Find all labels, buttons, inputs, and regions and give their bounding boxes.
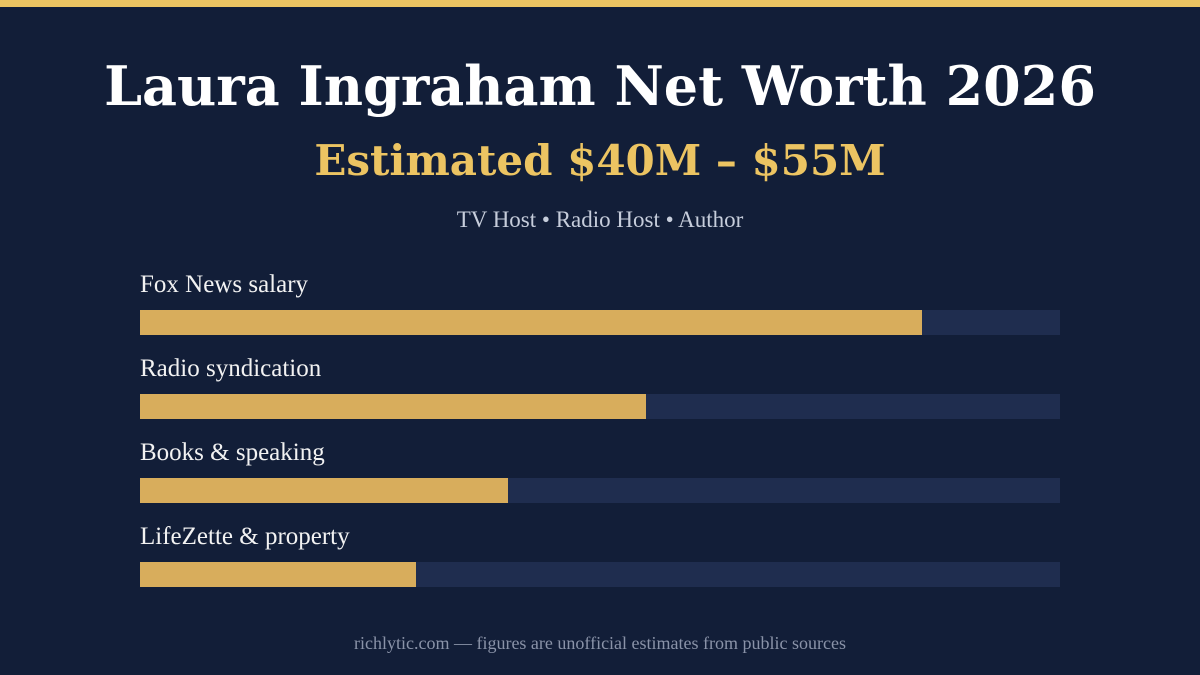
bar-fill (140, 394, 646, 419)
source-footnote: richlytic.com — figures are unofficial e… (353, 633, 846, 653)
bar-label: Radio syndication (140, 355, 322, 382)
bar-fill (140, 478, 508, 503)
bar-row: LifeZette & property (140, 520, 1060, 604)
bar-track (140, 478, 1060, 503)
net-worth-estimate: Estimated $40M – $55M (314, 136, 886, 185)
top-accent-stripe (0, 0, 1200, 7)
bar-track (140, 310, 1060, 335)
bar-label: LifeZette & property (140, 523, 350, 550)
bar-label: Fox News salary (140, 271, 309, 298)
income-breakdown-chart: Fox News salary Radio syndication Books & … (140, 268, 1060, 604)
bar-track (140, 394, 1060, 419)
bar-track (140, 562, 1060, 587)
bar-fill (140, 310, 922, 335)
bar-fill (140, 562, 416, 587)
bar-row: Radio syndication (140, 352, 1060, 436)
bar-label: Books & speaking (140, 439, 325, 466)
page-title: Laura Ingraham Net Worth 2026 (104, 54, 1096, 118)
roles-tagline: TV Host • Radio Host • Author (456, 207, 744, 232)
bar-row: Fox News salary (140, 268, 1060, 352)
bar-row: Books & speaking (140, 436, 1060, 520)
